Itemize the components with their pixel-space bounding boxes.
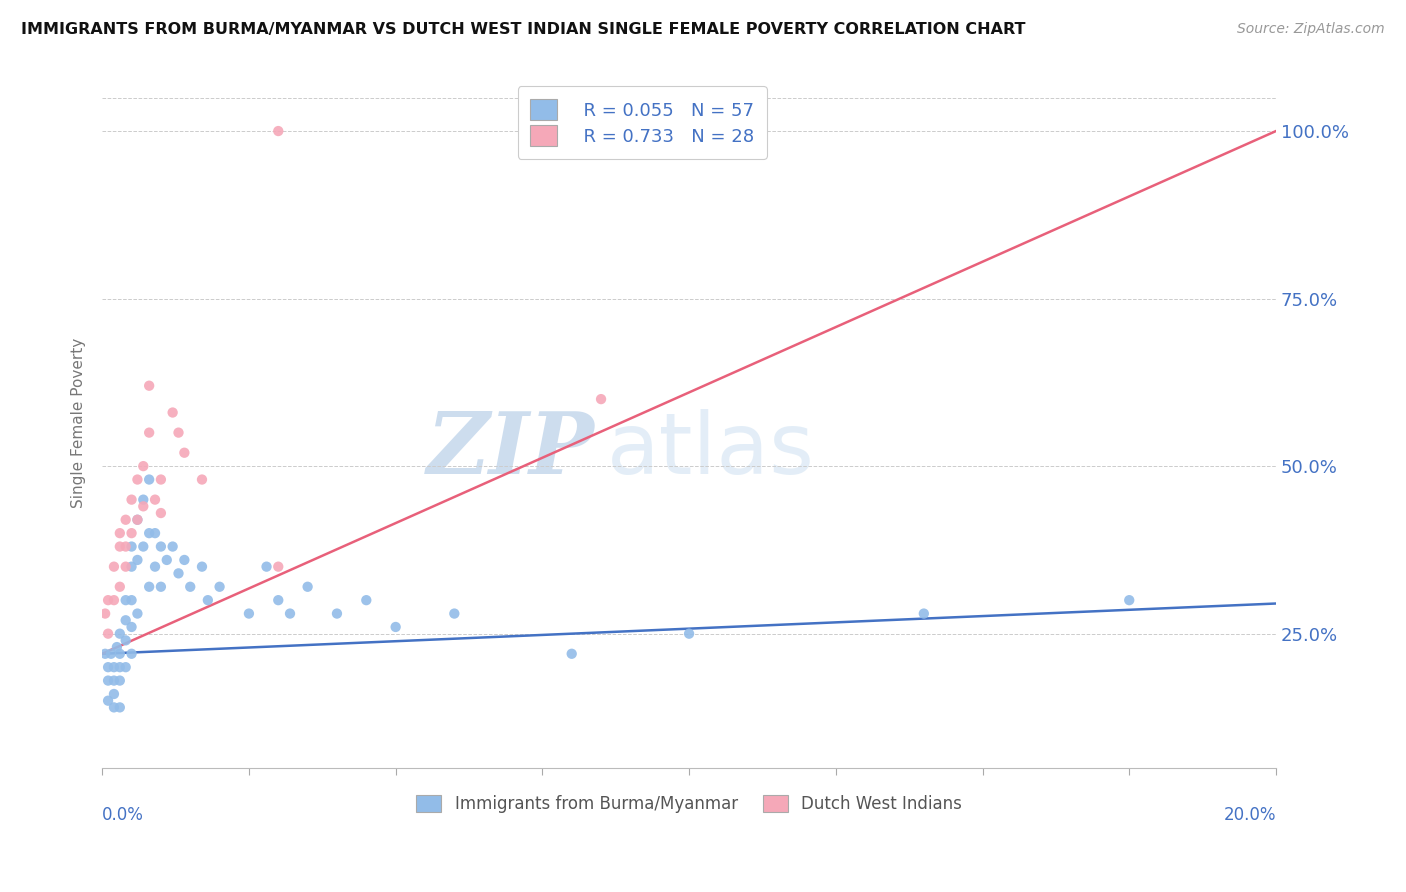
Point bbox=[127, 553, 149, 567]
Point bbox=[108, 580, 131, 594]
Point bbox=[100, 647, 122, 661]
Point bbox=[138, 378, 160, 392]
Point bbox=[561, 647, 583, 661]
Point bbox=[114, 513, 136, 527]
Point bbox=[149, 540, 172, 554]
Point bbox=[179, 580, 201, 594]
Point bbox=[356, 593, 378, 607]
Point bbox=[121, 620, 143, 634]
Point bbox=[114, 633, 136, 648]
Point bbox=[103, 593, 125, 607]
Point bbox=[132, 459, 155, 474]
Point bbox=[138, 526, 160, 541]
Text: IMMIGRANTS FROM BURMA/MYANMAR VS DUTCH WEST INDIAN SINGLE FEMALE POVERTY CORRELA: IMMIGRANTS FROM BURMA/MYANMAR VS DUTCH W… bbox=[21, 22, 1025, 37]
Point bbox=[384, 620, 406, 634]
Point bbox=[149, 580, 172, 594]
Point bbox=[97, 660, 120, 674]
Point bbox=[678, 626, 700, 640]
Point bbox=[121, 559, 143, 574]
Point bbox=[197, 593, 219, 607]
Point bbox=[132, 540, 155, 554]
Point bbox=[132, 492, 155, 507]
Point bbox=[97, 673, 120, 688]
Point bbox=[121, 647, 143, 661]
Point bbox=[114, 540, 136, 554]
Point bbox=[149, 473, 172, 487]
Point bbox=[127, 607, 149, 621]
Point bbox=[103, 687, 125, 701]
Point bbox=[94, 647, 117, 661]
Y-axis label: Single Female Poverty: Single Female Poverty bbox=[72, 337, 86, 508]
Point bbox=[191, 473, 214, 487]
Point bbox=[267, 124, 290, 138]
Point bbox=[143, 492, 166, 507]
Point bbox=[103, 559, 125, 574]
Text: 0.0%: 0.0% bbox=[103, 805, 143, 823]
Point bbox=[191, 559, 214, 574]
Point bbox=[108, 540, 131, 554]
Point bbox=[114, 613, 136, 627]
Point bbox=[1118, 593, 1140, 607]
Point bbox=[121, 526, 143, 541]
Text: Source: ZipAtlas.com: Source: ZipAtlas.com bbox=[1237, 22, 1385, 37]
Point bbox=[127, 513, 149, 527]
Point bbox=[132, 500, 155, 514]
Point bbox=[589, 124, 612, 138]
Point bbox=[278, 607, 301, 621]
Point bbox=[167, 425, 190, 440]
Point bbox=[121, 492, 143, 507]
Point bbox=[173, 446, 195, 460]
Point bbox=[138, 473, 160, 487]
Text: ZIP: ZIP bbox=[427, 409, 595, 491]
Point bbox=[297, 580, 319, 594]
Point bbox=[105, 640, 128, 654]
Point bbox=[108, 700, 131, 714]
Point bbox=[443, 607, 465, 621]
Point bbox=[108, 673, 131, 688]
Point bbox=[114, 660, 136, 674]
Point bbox=[238, 607, 260, 621]
Point bbox=[127, 473, 149, 487]
Point bbox=[156, 553, 179, 567]
Point bbox=[912, 607, 935, 621]
Point bbox=[121, 593, 143, 607]
Point bbox=[138, 580, 160, 594]
Point bbox=[256, 559, 278, 574]
Point bbox=[326, 607, 349, 621]
Point bbox=[173, 553, 195, 567]
Point bbox=[97, 626, 120, 640]
Point bbox=[267, 593, 290, 607]
Point bbox=[121, 540, 143, 554]
Point bbox=[162, 540, 184, 554]
Point bbox=[108, 626, 131, 640]
Point bbox=[97, 694, 120, 708]
Point bbox=[143, 559, 166, 574]
Point bbox=[162, 405, 184, 419]
Point bbox=[114, 559, 136, 574]
Text: atlas: atlas bbox=[607, 409, 815, 491]
Point bbox=[114, 593, 136, 607]
Point bbox=[103, 660, 125, 674]
Text: 20.0%: 20.0% bbox=[1223, 805, 1277, 823]
Point bbox=[127, 513, 149, 527]
Point bbox=[94, 607, 117, 621]
Point bbox=[167, 566, 190, 581]
Legend: Immigrants from Burma/Myanmar, Dutch West Indians: Immigrants from Burma/Myanmar, Dutch Wes… bbox=[408, 787, 970, 822]
Point bbox=[208, 580, 231, 594]
Point bbox=[589, 392, 612, 406]
Point bbox=[108, 526, 131, 541]
Point bbox=[138, 425, 160, 440]
Point bbox=[143, 526, 166, 541]
Point bbox=[103, 673, 125, 688]
Point bbox=[103, 700, 125, 714]
Point bbox=[108, 660, 131, 674]
Point bbox=[97, 593, 120, 607]
Point bbox=[149, 506, 172, 520]
Point bbox=[108, 647, 131, 661]
Point bbox=[267, 559, 290, 574]
